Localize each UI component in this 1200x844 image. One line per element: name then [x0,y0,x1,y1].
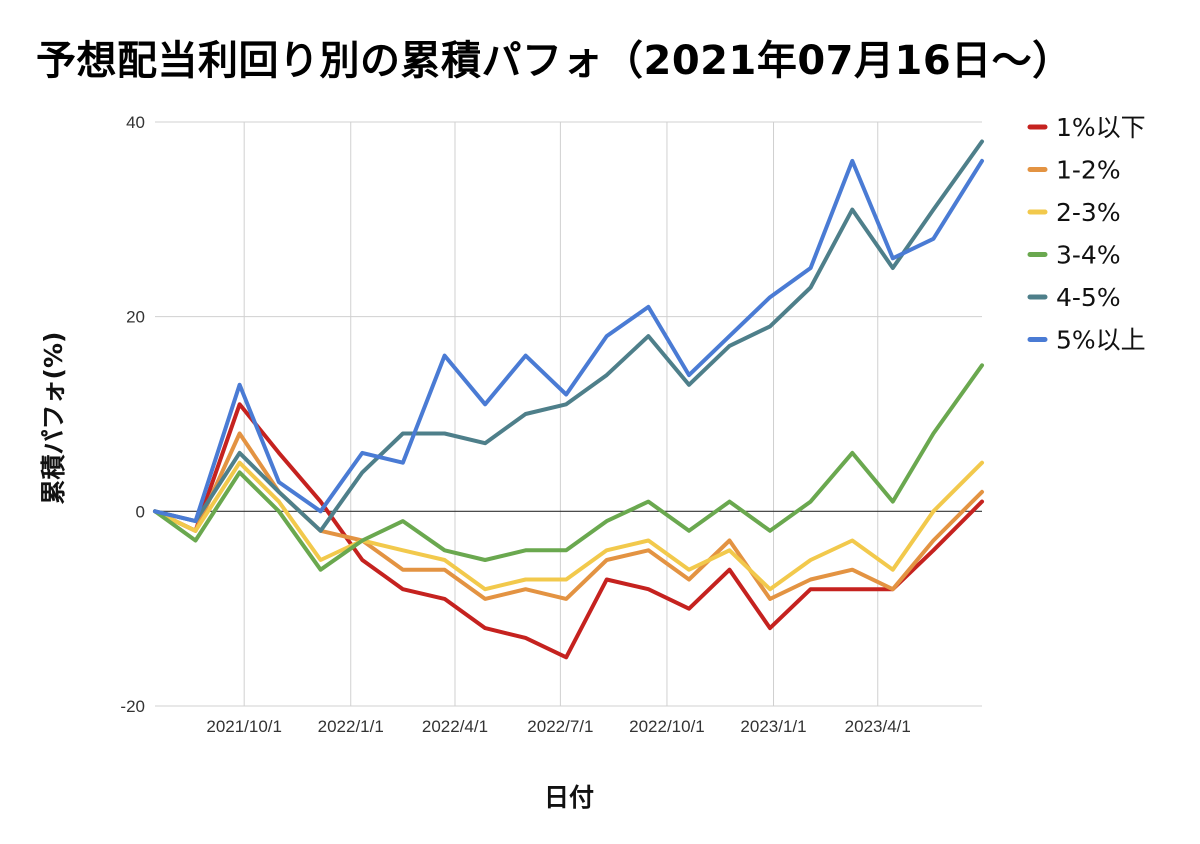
x-tick-label: 2022/10/1 [629,717,705,736]
legend-label: 4-5% [1056,283,1121,312]
legend-label: 3-4% [1056,241,1121,270]
y-tick-label: -20 [120,697,145,716]
legend: 1%以下 1-2% 2-3% 3-4% 4-5% 5%以上 [1027,113,1146,355]
x-tick-label: 2022/1/1 [318,717,384,736]
series-line [153,139,984,533]
legend-label: 1%以下 [1056,113,1146,142]
series-line [153,402,984,660]
x-axis-ticks: 2021/10/1 2022/1/1 2022/4/1 2022/7/1 2022/10… [206,717,910,736]
series-line [153,460,984,592]
x-tick-label: 2022/7/1 [527,717,593,736]
chart-title: 予想配当利回り別の累積パフォ（2021年07月16日〜） [36,38,1073,84]
grid-lines [155,121,982,707]
x-tick-label: 2023/4/1 [845,717,911,736]
legend-label: 5%以上 [1056,326,1146,355]
legend-label: 1-2% [1056,156,1121,185]
series-line [153,158,984,524]
y-tick-label: 40 [126,113,145,132]
x-tick-label: 2023/1/1 [740,717,806,736]
x-axis-title: 日付 [544,783,594,812]
series-line [153,363,984,572]
series-lines [153,139,984,660]
y-tick-label: 20 [126,308,145,327]
x-tick-label: 2021/10/1 [206,717,282,736]
legend-label: 2-3% [1056,198,1121,227]
y-axis-title: 累積パフォ(%) [39,332,68,505]
y-tick-label: 0 [136,502,145,521]
y-axis-ticks: 40 20 0 -20 [120,113,145,716]
x-tick-label: 2022/4/1 [422,717,488,736]
